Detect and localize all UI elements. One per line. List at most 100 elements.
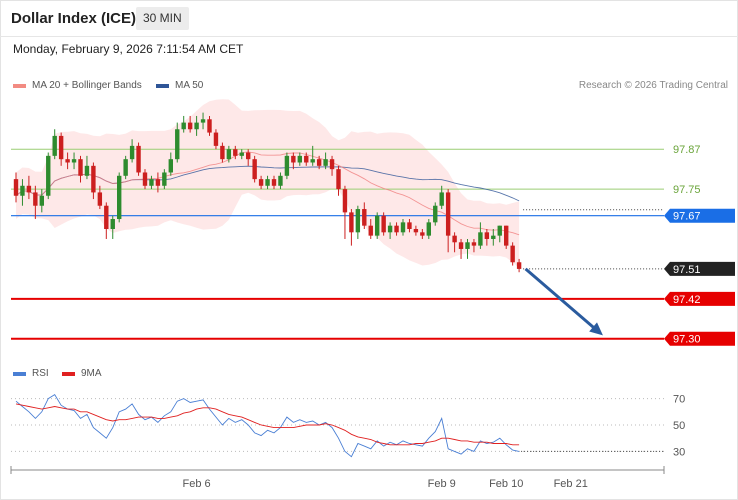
- candle-body: [458, 242, 464, 249]
- candle-body: [226, 149, 232, 160]
- rsi-9ma-line: [15, 403, 520, 446]
- level-badge-2: [664, 208, 735, 223]
- candle-body: [349, 212, 354, 233]
- candle-body: [471, 242, 477, 246]
- candle-body: [426, 222, 431, 236]
- candle-body: [46, 155, 51, 196]
- x-tick-label: Feb 21: [554, 478, 588, 490]
- ma50-swatch: [156, 83, 169, 88]
- instrument-title: Dollar Index (ICE): [11, 10, 137, 27]
- candle-body: [381, 215, 386, 233]
- rsi-legend-rsi: RSI: [13, 368, 49, 379]
- candle-body: [233, 149, 238, 156]
- candle-body: [510, 245, 515, 263]
- candle-body: [394, 225, 399, 233]
- forecast-arrow-head: [589, 322, 603, 336]
- rsi-tick-50: 50: [673, 420, 685, 432]
- candle-body: [39, 195, 44, 206]
- candle-body: [413, 229, 419, 233]
- candle-body: [478, 232, 483, 246]
- rsi-9ma-swatch: [62, 371, 75, 376]
- research-credit: Research © 2026 Trading Central: [578, 80, 728, 91]
- candle-body: [265, 179, 270, 186]
- x-tick-label: Feb 10: [489, 478, 523, 490]
- rsi-label: RSI: [32, 368, 49, 379]
- candle-body: [246, 152, 251, 160]
- ma50-label: MA 50: [175, 80, 204, 91]
- candle-body: [129, 145, 135, 160]
- forecast-arrow-shaft: [524, 267, 598, 332]
- candle-body: [97, 192, 103, 206]
- candle-body: [336, 169, 341, 190]
- candles-group: [13, 112, 522, 273]
- candle-body: [84, 165, 90, 176]
- rsi-tick-30: 30: [673, 446, 685, 458]
- candle-body: [497, 225, 502, 236]
- candle-body: [297, 155, 302, 163]
- level-label-3: 97.51: [673, 264, 701, 276]
- candle-body: [516, 262, 522, 269]
- candle-body: [213, 132, 219, 146]
- level-badge-5: [664, 331, 735, 346]
- candle-body: [316, 159, 322, 166]
- candle-body: [439, 192, 444, 206]
- rsi-swatch: [13, 371, 26, 376]
- candle-body: [13, 179, 19, 196]
- price-legend-ma50: MA 50: [156, 80, 203, 91]
- candle-body: [194, 122, 199, 130]
- x-tick-label: Feb 6: [183, 478, 211, 490]
- level-label-1: 97.75: [673, 184, 701, 196]
- candle-body: [484, 232, 490, 239]
- level-label-4: 97.42: [673, 294, 701, 306]
- candle-body: [504, 225, 509, 246]
- candle-body: [175, 129, 180, 160]
- candle-body: [291, 155, 296, 163]
- candle-body: [200, 119, 206, 123]
- ma20-swatch: [13, 83, 26, 88]
- candle-body: [465, 242, 470, 249]
- candle-body: [71, 159, 77, 163]
- candle-body: [78, 159, 83, 176]
- level-label-0: 97.87: [673, 144, 701, 156]
- candle-body: [420, 232, 425, 236]
- candle-body: [387, 225, 393, 233]
- candle-body: [220, 145, 225, 160]
- rsi-legend-9ma: 9MA: [62, 368, 102, 379]
- candle-body: [142, 172, 148, 186]
- candle-body: [168, 159, 173, 173]
- candle-body: [323, 159, 328, 166]
- candle-body: [33, 192, 38, 206]
- candle-body: [491, 235, 496, 239]
- candle-body: [271, 179, 277, 186]
- candle-body: [136, 145, 141, 173]
- candle-body: [304, 155, 309, 163]
- x-tick-label: Feb 9: [428, 478, 456, 490]
- timeframe-badge[interactable]: 30 MIN: [136, 7, 189, 30]
- candle-body: [181, 122, 186, 130]
- rsi-9ma-label: 9MA: [81, 368, 102, 379]
- level-label-2: 97.67: [673, 211, 701, 223]
- level-badge-3: [664, 261, 735, 276]
- candle-body: [310, 159, 315, 163]
- price-legend-ma20: MA 20 + Bollinger Bands: [13, 80, 142, 91]
- candle-body: [355, 209, 361, 233]
- rsi-line: [15, 393, 520, 458]
- candle-body: [278, 175, 283, 186]
- candle-body: [207, 119, 212, 133]
- candle-body: [362, 209, 367, 226]
- candle-body: [342, 189, 348, 213]
- level-label-5: 97.30: [673, 334, 701, 346]
- candle-body: [110, 219, 115, 229]
- candle-body: [368, 225, 373, 236]
- level-badge-4: [664, 291, 735, 306]
- candle-body: [258, 179, 264, 186]
- candle-body: [117, 175, 122, 220]
- candle-body: [187, 122, 193, 130]
- rsi-tick-70: 70: [673, 394, 685, 406]
- candle-body: [445, 192, 451, 236]
- candle-body: [407, 222, 412, 229]
- candle-body: [26, 185, 32, 193]
- candle-body: [452, 235, 457, 243]
- candle-body: [375, 215, 380, 236]
